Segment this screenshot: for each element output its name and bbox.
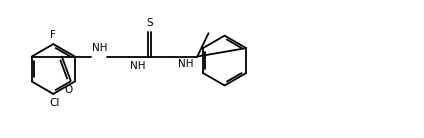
Text: NH: NH <box>92 43 108 53</box>
Text: F: F <box>50 30 56 40</box>
Text: S: S <box>146 18 153 28</box>
Text: NH: NH <box>178 59 193 69</box>
Text: O: O <box>64 85 73 95</box>
Text: NH: NH <box>130 61 146 71</box>
Text: Cl: Cl <box>49 98 60 108</box>
